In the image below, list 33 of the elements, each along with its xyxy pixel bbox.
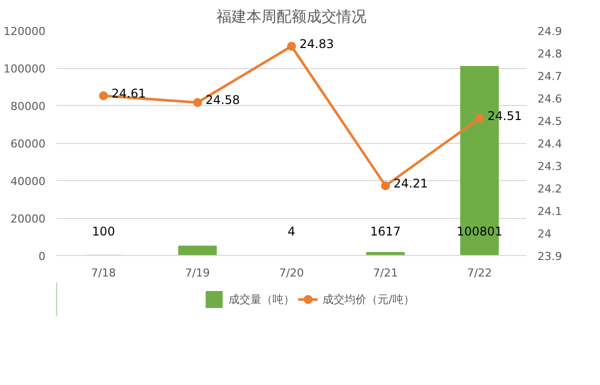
- y2-tick-label: 24.3: [538, 160, 562, 173]
- data-label: 24.83: [300, 36, 334, 51]
- data-label: 1617: [370, 224, 401, 238]
- data-label: 24.58: [206, 93, 240, 107]
- chart-title: 福建本周配额成交情况: [216, 8, 366, 26]
- data-label: 24.61: [112, 86, 146, 100]
- data-label: 100: [92, 224, 115, 238]
- y2-tick-label: 23.9: [538, 250, 562, 263]
- y2-tick-label: 24.4: [538, 138, 562, 150]
- y-tick-label: 80000: [10, 100, 46, 113]
- legend-label: 成交均价（元/吨）: [322, 292, 414, 306]
- y-tick-label: 40000: [10, 175, 46, 188]
- y-tick-label: 20000: [10, 212, 46, 226]
- y-tick-label: 120000: [4, 25, 46, 38]
- y2-tick-label: 24.5: [538, 115, 562, 128]
- y2-tick-label: 24: [538, 228, 552, 240]
- y-tick-label: 0: [38, 250, 46, 263]
- y2-tick-label: 24.2: [538, 182, 562, 196]
- y2-tick-label: 24.9: [538, 25, 562, 38]
- y2-tick-label: 24.6: [538, 92, 562, 106]
- x-tick-label: 7/18: [91, 266, 116, 280]
- legend-label: 成交量（吨）: [228, 292, 295, 306]
- y-tick-label: 100000: [4, 62, 46, 76]
- x-tick-label: 7/19: [185, 266, 210, 280]
- data-label: 4: [288, 224, 296, 238]
- data-label: 24.21: [394, 176, 428, 190]
- x-tick-label: 7/22: [467, 266, 492, 280]
- x-tick-label: 7/20: [279, 266, 304, 280]
- y2-tick-label: 24.7: [538, 70, 562, 83]
- y-tick-label: 60000: [10, 138, 46, 150]
- y2-tick-label: 24.8: [538, 48, 562, 60]
- x-tick-label: 7/21: [373, 266, 398, 280]
- y2-tick-label: 24.1: [538, 205, 562, 218]
